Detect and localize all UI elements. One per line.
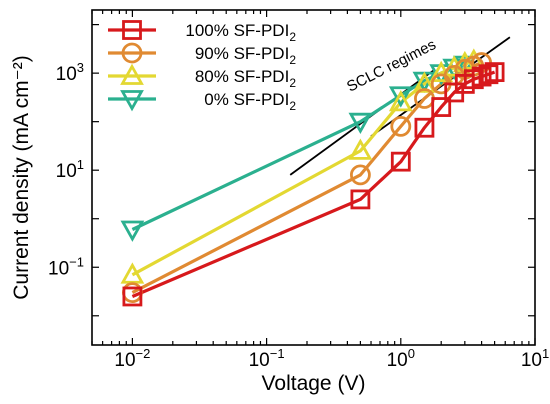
y-tick-label-base: 10 xyxy=(48,258,69,279)
y-tick-label: 101 xyxy=(56,157,84,182)
data-point xyxy=(452,55,477,77)
x-tick-label-exponent: 1 xyxy=(542,346,549,361)
x-tick-label-base: 10 xyxy=(249,350,270,371)
data-point xyxy=(350,164,371,186)
data-point xyxy=(388,86,413,108)
data-point xyxy=(431,97,452,117)
data-point xyxy=(348,138,373,160)
x-tick-label: 10−2 xyxy=(114,346,150,371)
plot-frame xyxy=(91,9,536,346)
legend-label-subscript: 2 xyxy=(289,30,296,44)
data-point xyxy=(478,64,499,85)
y-axis-title: Current density (mA cm⁻²) xyxy=(10,55,33,299)
series-markers xyxy=(120,48,505,307)
legend-marker xyxy=(122,20,142,40)
legend-label-subscript: 2 xyxy=(289,76,296,90)
y-tick-label-base: 10 xyxy=(56,64,77,85)
legend-label-name: 0% SF-PDI xyxy=(204,90,289,109)
data-point xyxy=(412,71,437,93)
axis-ticks xyxy=(91,10,536,345)
x-axis-title: Voltage (V) xyxy=(262,372,366,395)
x-tick-label-exponent: 0 xyxy=(408,346,415,361)
y-tick-label: 10−1 xyxy=(48,254,84,279)
legend-marker xyxy=(120,90,144,112)
data-point xyxy=(348,112,373,135)
legend-label-name: 100% SF-PDI xyxy=(185,21,289,40)
legend-label: 80% SF-PDI2 xyxy=(195,67,296,90)
y-tick-label-base: 10 xyxy=(56,161,77,182)
legend-marker xyxy=(121,42,143,64)
legend-label-subscript: 2 xyxy=(289,99,296,113)
y-tick-label-exponent: 1 xyxy=(77,157,84,172)
y-tick-label-exponent: 3 xyxy=(77,60,84,75)
x-tick-label-exponent: −1 xyxy=(270,346,285,361)
data-point xyxy=(388,89,413,112)
data-point xyxy=(122,286,143,307)
data-point xyxy=(390,151,411,172)
series-line xyxy=(131,59,475,277)
data-point xyxy=(350,189,371,210)
x-tick-label-base: 10 xyxy=(521,350,542,371)
data-point xyxy=(471,66,492,87)
legend-label-subscript: 2 xyxy=(289,53,296,67)
legend-marker xyxy=(120,63,144,85)
x-tick-label: 10−1 xyxy=(249,346,285,371)
series-line xyxy=(131,70,496,298)
series-line xyxy=(131,61,483,295)
series-lines xyxy=(131,59,496,298)
data-point xyxy=(390,115,412,137)
y-tick-label: 103 xyxy=(56,60,84,85)
x-tick-label-base: 10 xyxy=(114,350,135,371)
data-point xyxy=(120,220,145,242)
legend-label-name: 90% SF-PDI xyxy=(195,44,289,63)
y-tick-label-exponent: −1 xyxy=(69,254,84,269)
legend-label: 90% SF-PDI2 xyxy=(195,44,296,67)
x-tick-label: 100 xyxy=(387,346,415,371)
x-tick-label-base: 10 xyxy=(387,350,408,371)
x-tick-label-exponent: −2 xyxy=(136,346,151,361)
data-point xyxy=(414,117,435,138)
data-point xyxy=(484,62,505,83)
legend-label-name: 80% SF-PDI xyxy=(195,67,289,86)
legend-label: 0% SF-PDI2 xyxy=(204,90,296,113)
legend-label: 100% SF-PDI2 xyxy=(185,21,296,44)
x-tick-label: 101 xyxy=(521,346,549,371)
